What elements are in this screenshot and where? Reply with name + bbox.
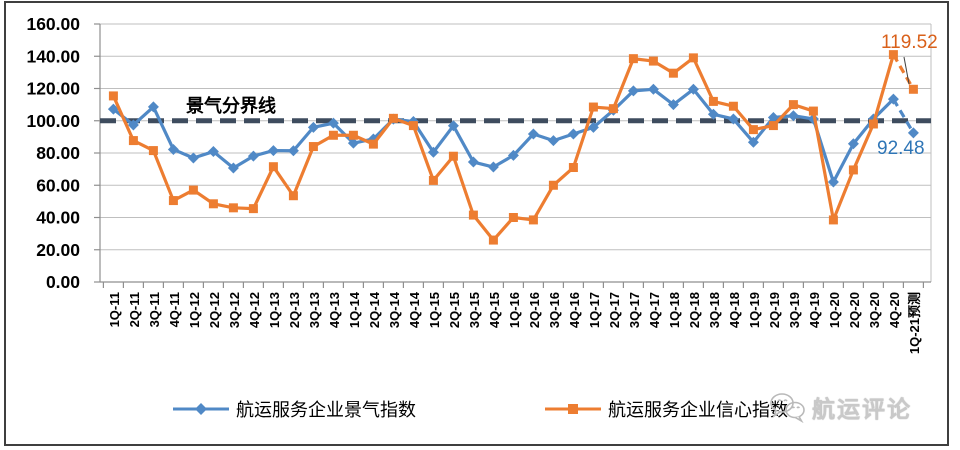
svg-text:2Q-12: 2Q-12 [207, 292, 222, 328]
callout-leader-line [903, 56, 910, 85]
watermark-text: 航运评论 [812, 396, 912, 422]
svg-text:1Q-11: 1Q-11 [107, 292, 122, 327]
svg-text:2Q-18: 2Q-18 [687, 292, 702, 328]
legend: 航运服务企业景气指数 航运服务企业信心指数 [0, 396, 960, 422]
svg-text:4Q-19: 4Q-19 [807, 292, 822, 328]
svg-text:160.00: 160.00 [26, 14, 80, 34]
svg-text:3Q-20: 3Q-20 [867, 292, 882, 328]
svg-text:1Q-17: 1Q-17 [587, 292, 602, 328]
legend-label-confidence: 航运服务企业信心指数 [608, 400, 788, 420]
axis-ticks [94, 23, 925, 288]
svg-text:1Q-14: 1Q-14 [347, 291, 362, 328]
svg-text:2Q-16: 2Q-16 [527, 292, 542, 328]
svg-text:3Q-19: 3Q-19 [787, 292, 802, 328]
svg-text:1Q-18: 1Q-18 [667, 292, 682, 328]
series-prosperity [107, 83, 919, 188]
svg-text:100.00: 100.00 [26, 111, 80, 131]
svg-text:2Q-17: 2Q-17 [607, 292, 622, 328]
svg-text:1Q-20: 1Q-20 [827, 292, 842, 328]
annotation-confidence-forecast: 119.52 [881, 32, 938, 53]
svg-text:0.00: 0.00 [46, 272, 80, 292]
svg-text:2Q-20: 2Q-20 [847, 292, 862, 328]
svg-text:1Q-19: 1Q-19 [747, 292, 762, 328]
svg-text:3Q-13: 3Q-13 [307, 292, 322, 328]
series-confidence [108, 50, 918, 245]
svg-text:3Q-12: 3Q-12 [227, 292, 242, 328]
svg-text:60.00: 60.00 [36, 175, 80, 195]
svg-text:1Q-12: 1Q-12 [187, 292, 202, 328]
svg-text:4Q-16: 4Q-16 [567, 292, 582, 328]
x-axis-labels: 1Q-11 2Q-11 3Q-11 4Q-11 1Q-12 2Q-12 3Q-12 4Q-12… [107, 291, 922, 354]
line-square-marker-icon [545, 404, 601, 414]
legend-item-prosperity: 航运服务企业景气指数 [172, 396, 416, 422]
svg-text:3Q-18: 3Q-18 [707, 292, 722, 328]
svg-text:4Q-11: 4Q-11 [167, 292, 182, 327]
svg-text:3Q-14: 3Q-14 [387, 291, 402, 328]
svg-text:3Q-17: 3Q-17 [627, 292, 642, 328]
svg-text:3Q-15: 3Q-15 [467, 292, 482, 328]
svg-text:4Q-20: 4Q-20 [887, 292, 902, 328]
svg-text:1Q-16: 1Q-16 [507, 292, 522, 328]
svg-text:2Q-14: 2Q-14 [367, 291, 382, 328]
svg-text:2Q-15: 2Q-15 [447, 292, 462, 328]
svg-text:3Q-11: 3Q-11 [147, 292, 162, 327]
legend-item-confidence: 航运服务企业信心指数 [544, 396, 788, 422]
svg-text:2Q-19: 2Q-19 [767, 292, 782, 328]
svg-text:4Q-15: 4Q-15 [487, 292, 502, 328]
svg-text:120.00: 120.00 [26, 79, 80, 99]
svg-text:1Q-21预测: 1Q-21预测 [907, 292, 922, 354]
y-axis-labels: 0.00 20.00 40.00 60.00 80.00 100.00 120.00 140.… [26, 14, 80, 292]
chart-border [4, 1, 949, 446]
boundary-line-label: 景气分界线 [186, 96, 276, 116]
svg-text:140.00: 140.00 [26, 46, 80, 66]
svg-text:1Q-15: 1Q-15 [427, 292, 442, 328]
watermark: 航运评论 [768, 390, 912, 424]
wechat-icon [770, 393, 805, 423]
svg-text:2Q-11: 2Q-11 [127, 292, 142, 327]
legend-label-prosperity: 航运服务企业景气指数 [236, 400, 416, 420]
svg-text:4Q-13: 4Q-13 [327, 292, 342, 328]
svg-text:40.00: 40.00 [36, 208, 80, 228]
svg-text:4Q-18: 4Q-18 [727, 292, 742, 328]
annotation-prosperity-forecast: 92.48 [877, 138, 925, 159]
line-diamond-marker-icon [173, 403, 229, 415]
svg-text:4Q-12: 4Q-12 [247, 292, 262, 328]
svg-text:3Q-16: 3Q-16 [547, 292, 562, 328]
svg-text:80.00: 80.00 [36, 143, 80, 163]
svg-text:20.00: 20.00 [36, 240, 80, 260]
svg-text:1Q-13: 1Q-13 [267, 292, 282, 328]
svg-text:4Q-14: 4Q-14 [407, 291, 422, 328]
svg-text:2Q-13: 2Q-13 [287, 292, 302, 328]
svg-text:4Q-17: 4Q-17 [647, 292, 662, 328]
